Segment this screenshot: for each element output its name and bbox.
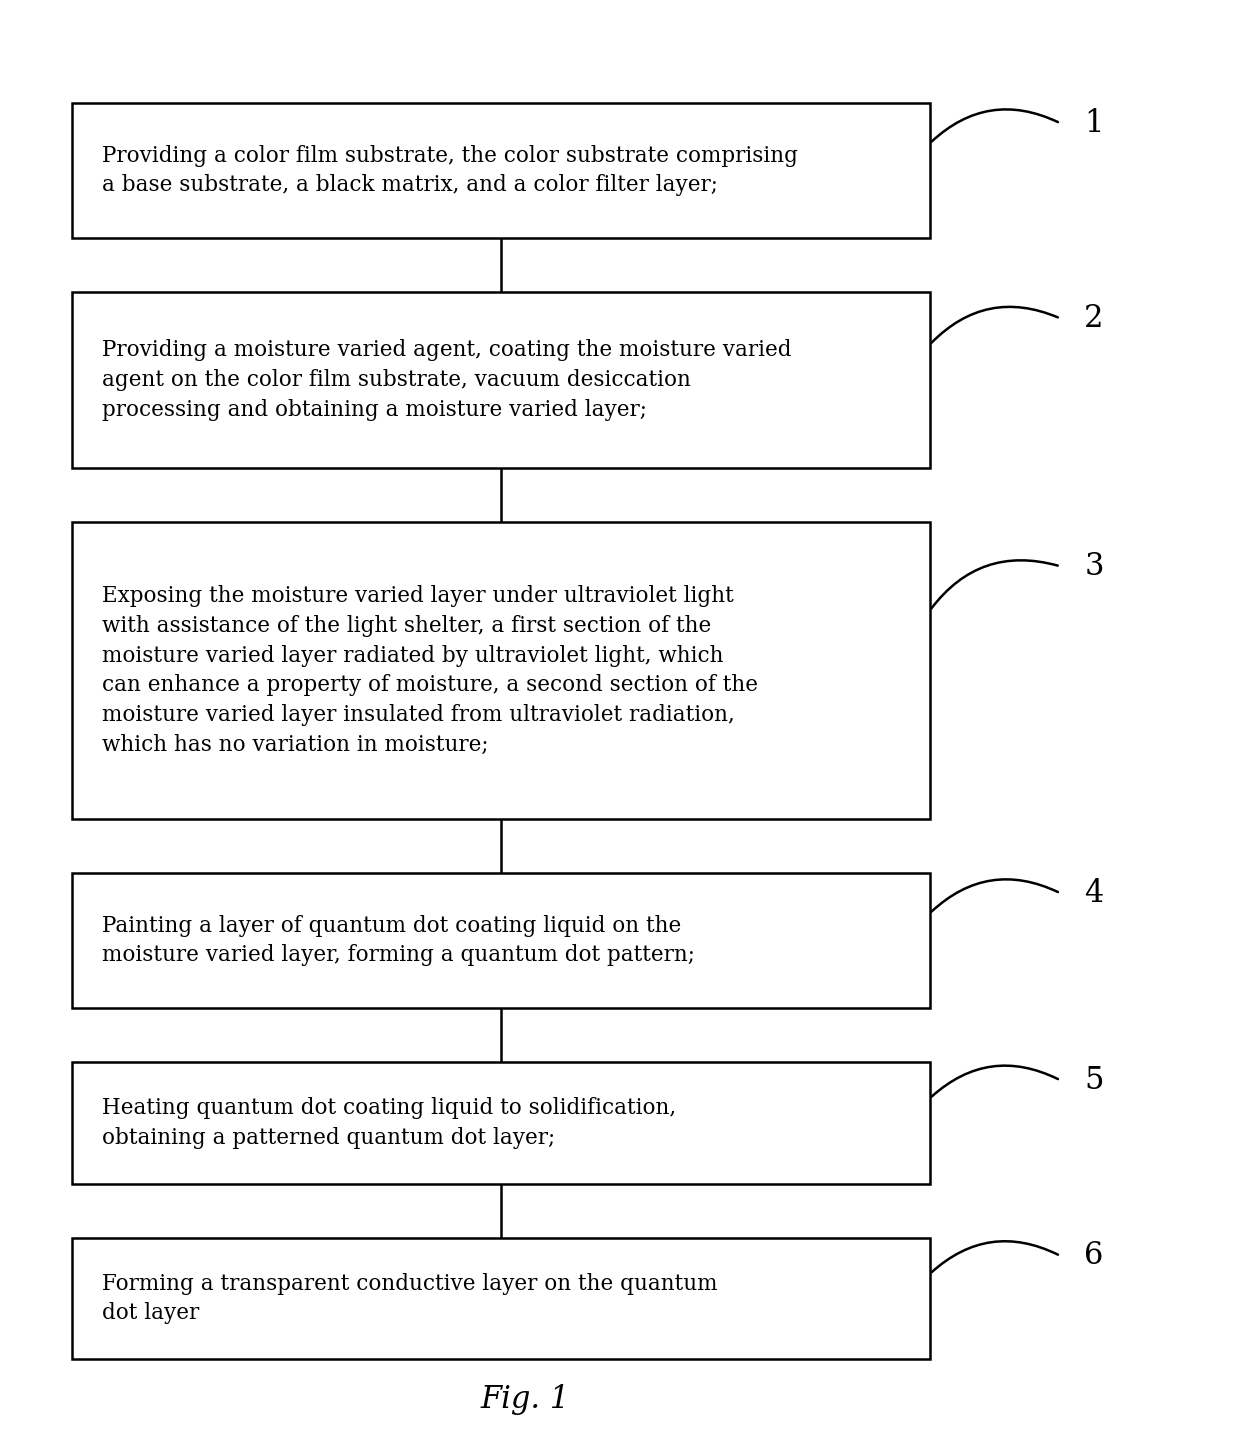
Text: Exposing the moisture varied layer under ultraviolet light
with assistance of th: Exposing the moisture varied layer under… [102, 585, 758, 756]
Text: 5: 5 [1084, 1065, 1104, 1096]
Text: Fig. 1: Fig. 1 [480, 1384, 569, 1415]
Text: 1: 1 [1084, 108, 1104, 139]
Bar [72, 292, 930, 467]
Bar [72, 103, 930, 239]
Text: 3: 3 [1084, 550, 1104, 582]
Text: 6: 6 [1084, 1240, 1104, 1272]
Text: 2: 2 [1084, 303, 1104, 333]
Bar [72, 1237, 930, 1359]
Text: Forming a transparent conductive layer on the quantum
dot layer: Forming a transparent conductive layer o… [102, 1273, 718, 1325]
Bar [72, 1062, 930, 1184]
Text: 4: 4 [1084, 878, 1104, 908]
Bar [72, 872, 930, 1007]
Text: Providing a color film substrate, the color substrate comprising
a base substrat: Providing a color film substrate, the co… [102, 145, 799, 197]
Text: Providing a moisture varied agent, coating the moisture varied
agent on the colo: Providing a moisture varied agent, coati… [102, 339, 791, 421]
Bar [72, 522, 930, 819]
Text: Heating quantum dot coating liquid to solidification,
obtaining a patterned quan: Heating quantum dot coating liquid to so… [102, 1096, 676, 1148]
Text: Painting a layer of quantum dot coating liquid on the
moisture varied layer, for: Painting a layer of quantum dot coating … [102, 915, 696, 966]
